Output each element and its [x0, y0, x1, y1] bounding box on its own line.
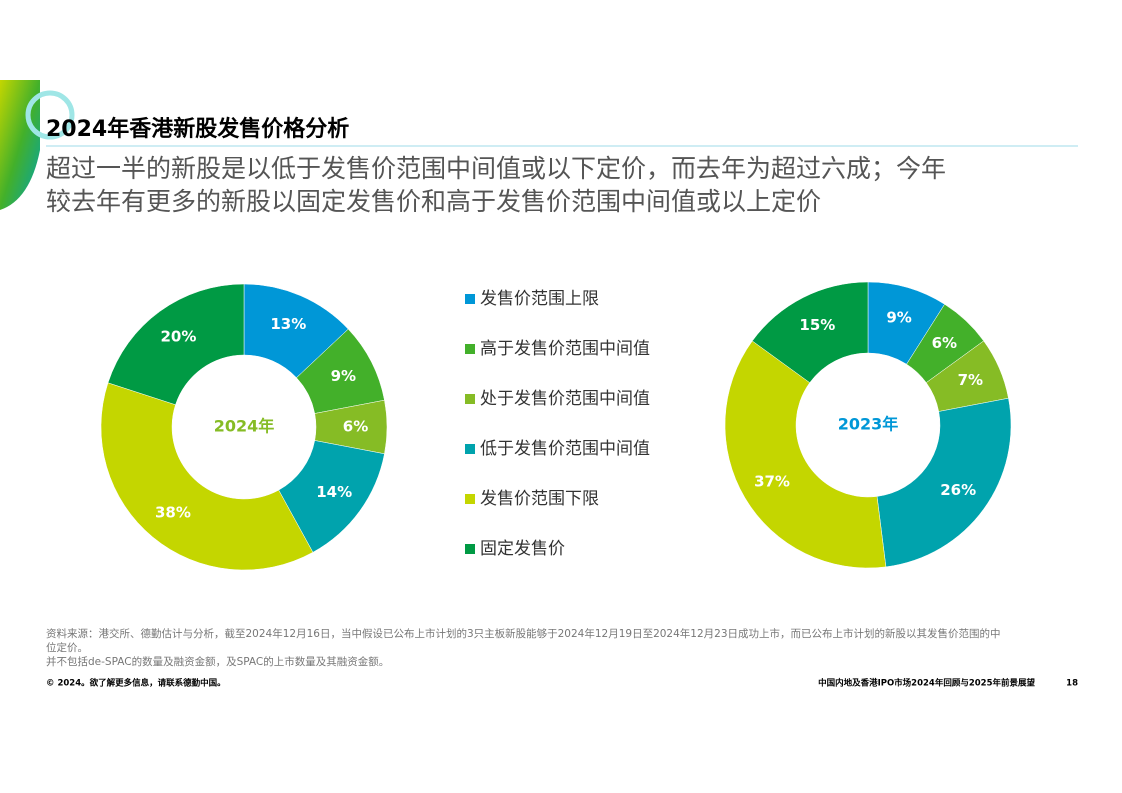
data-label: 6% [343, 418, 368, 436]
source-note: 位定价。 [46, 641, 88, 654]
legend-label: 处于发售价范围中间值 [480, 389, 650, 409]
data-label: 20% [161, 327, 197, 345]
data-label: 15% [799, 316, 835, 334]
donut-slice [724, 340, 887, 569]
data-label: 26% [940, 481, 976, 499]
donut-slice [107, 283, 245, 406]
legend-label: 低于发售价范围中间值 [480, 439, 650, 459]
data-label: 37% [754, 472, 790, 490]
donut-slice [876, 397, 1012, 568]
legend-swatch [465, 544, 475, 554]
data-label: 6% [932, 334, 957, 352]
subtitle: 超过一半的新股是以低于发售价范围中间值或以下定价，而去年为超过六成；今年 [46, 154, 946, 183]
legend-swatch [465, 494, 475, 504]
donut-slice [100, 382, 314, 571]
data-label: 9% [331, 367, 356, 385]
center-label: 2024年 [214, 417, 275, 436]
source-note: 并不包括de-SPAC的数量及融资金额，及SPAC的上市数量及其融资金额。 [46, 655, 389, 668]
page-number: 18 [1066, 679, 1078, 689]
legend-swatch [465, 344, 475, 354]
legend-label: 发售价范围下限 [480, 489, 599, 509]
data-label: 9% [886, 308, 911, 326]
title: 2024年香港新股发售价格分析 [46, 116, 349, 142]
data-label: 13% [270, 315, 306, 333]
data-label: 38% [155, 503, 191, 521]
footer: © 2024。欲了解更多信息，请联系德勤中国。 [46, 678, 226, 689]
decoration-ring [25, 90, 75, 140]
source-note: 资料来源：港交所、德勤估计与分析，截至2024年12月16日，当中假设已公布上市… [46, 627, 1001, 640]
legend-swatch [465, 394, 475, 404]
legend-label: 固定发售价 [480, 539, 565, 559]
legend-swatch [465, 294, 475, 304]
data-label: 14% [316, 483, 352, 501]
subtitle: 较去年有更多的新股以固定发售价和高于发售价范围中间值或以上定价 [46, 187, 821, 216]
legend-swatch [465, 444, 475, 454]
legend-label: 高于发售价范围中间值 [480, 339, 650, 359]
data-label: 7% [958, 371, 983, 389]
center-label: 2023年 [838, 415, 899, 434]
footer: 中国内地及香港IPO市场2024年回顾与2025年前景展望 [818, 678, 1035, 689]
donut-slice [751, 281, 869, 384]
legend-label: 发售价范围上限 [480, 289, 599, 309]
